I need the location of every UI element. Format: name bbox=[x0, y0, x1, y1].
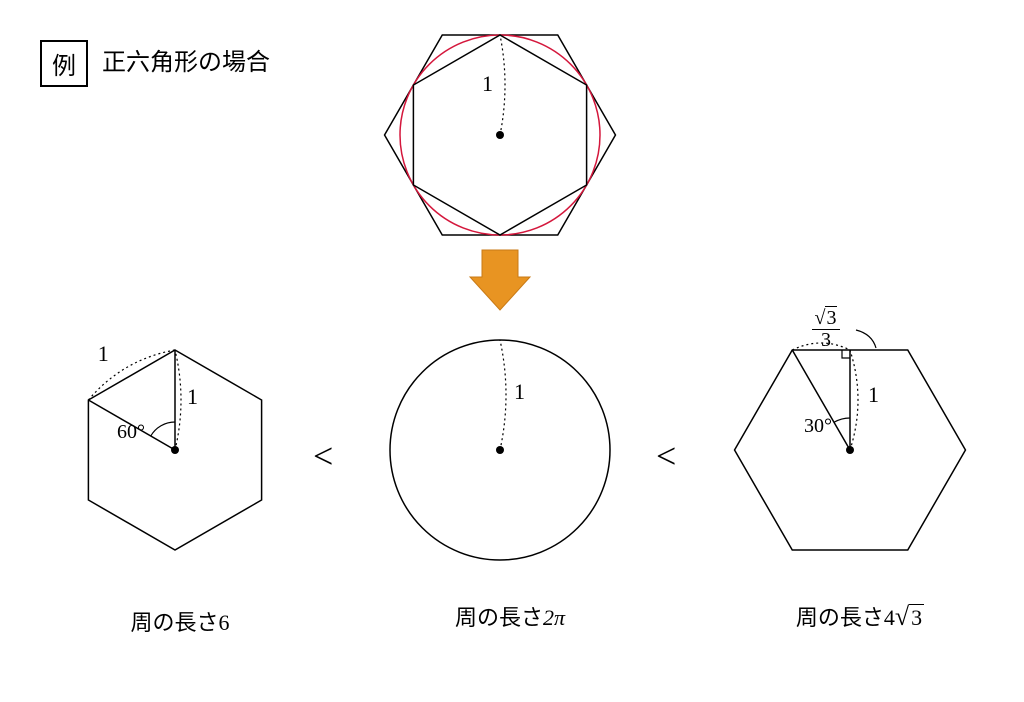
svg-text:1: 1 bbox=[868, 382, 879, 407]
left-hexagon-diagram: 60° 1 1 bbox=[20, 310, 340, 630]
right-caption-prefix: 周の長さ bbox=[796, 605, 884, 630]
half-side-label: √3 3 bbox=[812, 308, 840, 350]
less-than-2: < bbox=[656, 435, 676, 477]
right-caption: 周の長さ4√3 bbox=[760, 600, 960, 632]
middle-caption-prefix: 周の長さ bbox=[455, 605, 543, 630]
top-diagram: 1 bbox=[20, 20, 1004, 270]
left-caption: 周の長さ6 bbox=[105, 605, 255, 637]
right-hexagon-diagram: 30° 1 bbox=[680, 300, 1020, 640]
middle-caption-value: 2π bbox=[543, 605, 565, 630]
less-than-1: < bbox=[313, 435, 333, 477]
right-caption-value: 4√3 bbox=[884, 605, 924, 630]
svg-text:1: 1 bbox=[514, 379, 525, 404]
diagram-container: 例 正六角形の場合 1 60°11 1 30°1 < < 周の長さ6 周の長さ2… bbox=[20, 20, 1004, 682]
middle-caption: 周の長さ2π bbox=[420, 600, 600, 632]
svg-text:30°: 30° bbox=[804, 415, 832, 437]
middle-circle-diagram: 1 bbox=[340, 310, 660, 630]
svg-text:1: 1 bbox=[98, 341, 109, 366]
svg-text:60°: 60° bbox=[117, 421, 145, 443]
svg-text:1: 1 bbox=[187, 384, 198, 409]
svg-text:1: 1 bbox=[482, 71, 493, 96]
